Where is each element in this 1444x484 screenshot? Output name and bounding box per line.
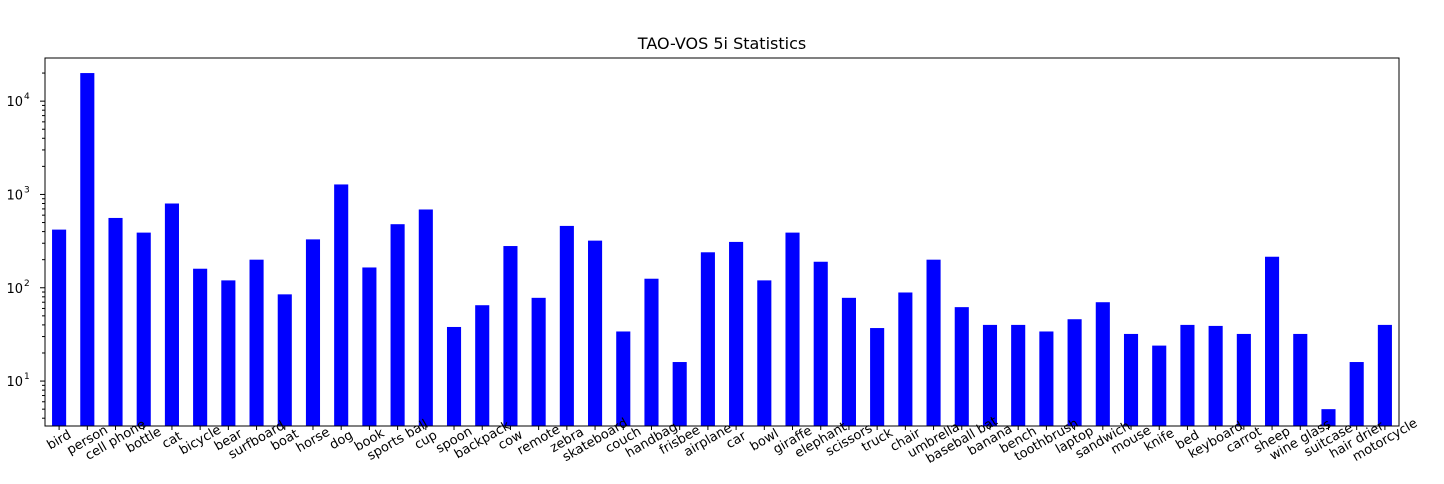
y-tick-label: 10: [6, 188, 23, 203]
chart-title: TAO-VOS 5i Statistics: [637, 34, 806, 53]
bar-bicycle: [193, 268, 208, 426]
bar-couch: [616, 331, 631, 426]
bar-mouse: [1123, 333, 1139, 426]
y-tick-exponent: 1: [24, 372, 30, 382]
y-tick-exponent: 4: [24, 92, 30, 102]
bar-bird: [52, 229, 67, 426]
bar-surfboard: [249, 259, 264, 426]
bar-cow: [503, 246, 518, 426]
bar-keyboard: [1208, 325, 1223, 426]
bar-boat: [277, 294, 292, 426]
bar-sports-ball: [390, 224, 405, 426]
bar-book: [362, 267, 377, 426]
bar-scissors: [841, 297, 856, 426]
plot-frame: [44, 57, 1400, 427]
bar-remote: [531, 297, 546, 426]
bar-cell-phone: [108, 217, 123, 426]
bar-car: [729, 241, 744, 426]
bar-horse: [305, 239, 321, 426]
bar-dog: [334, 184, 349, 426]
bar-chair: [898, 292, 913, 426]
bar-zebra: [559, 225, 574, 426]
bar-motorcycle: [1377, 324, 1392, 426]
bar-baseball-bat: [954, 307, 969, 426]
bar-sheep: [1265, 256, 1280, 426]
bar-bowl: [757, 280, 772, 426]
bar-banana: [982, 324, 998, 426]
bar-bench: [1011, 324, 1026, 426]
y-tick-label: 10: [6, 375, 23, 390]
bar-person: [80, 73, 95, 426]
bar-cat: [164, 203, 179, 426]
x-tick-label: dog: [327, 428, 356, 453]
bar-umbrella: [926, 259, 941, 426]
bar-toothbrush: [1039, 331, 1054, 426]
bar-bear: [221, 280, 236, 426]
y-tick-label: 10: [6, 95, 23, 110]
bar-suitcase: [1321, 409, 1336, 426]
bar-bed: [1180, 324, 1195, 426]
bar-backpack: [475, 305, 490, 426]
bar-handbag: [644, 278, 659, 426]
bar-elephant: [813, 261, 828, 426]
y-tick-exponent: 3: [24, 185, 30, 195]
bar-spoon: [446, 326, 462, 426]
bar-knife: [1152, 345, 1167, 426]
bar-frisbee: [672, 362, 687, 426]
bar-laptop: [1067, 319, 1082, 426]
bar-truck: [870, 328, 885, 426]
bar-skateboard: [588, 240, 603, 426]
bar-carrot: [1236, 333, 1251, 426]
bars-layer: [52, 73, 1392, 426]
bar-bottle: [136, 232, 151, 426]
bar-giraffe: [785, 232, 800, 426]
bar-hair-drier: [1349, 362, 1364, 426]
y-tick-label: 10: [6, 282, 23, 297]
y-tick-exponent: 2: [24, 279, 30, 289]
bar-wine-glass: [1293, 333, 1308, 426]
bar-sandwich: [1095, 302, 1110, 426]
bar-airplane: [700, 252, 715, 426]
bar-cup: [418, 209, 433, 426]
